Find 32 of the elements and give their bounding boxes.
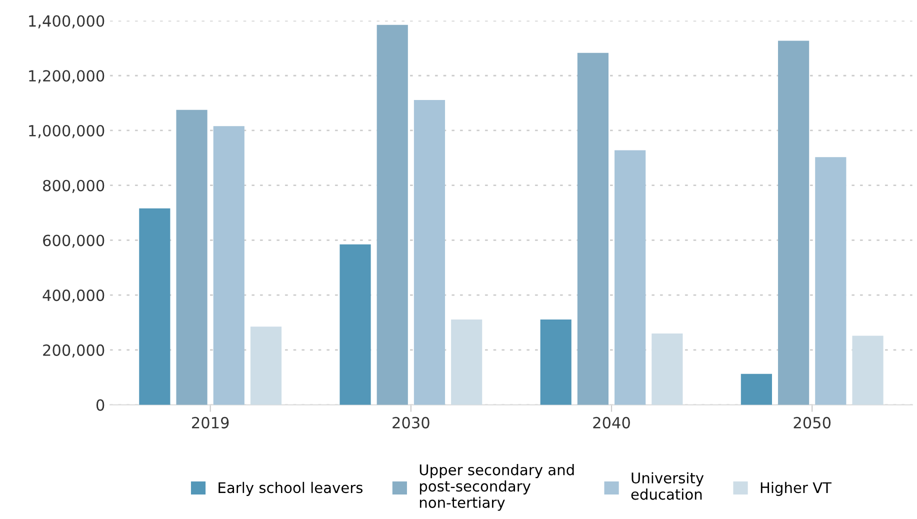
bar	[213, 126, 244, 405]
y-tick-label: 1,400,000	[29, 15, 104, 28]
bar	[577, 52, 609, 405]
y-tick-label: 200,000	[43, 344, 104, 358]
x-tick-label: 2040	[593, 416, 630, 428]
bar	[778, 40, 810, 405]
y-tick-label: 600,000	[43, 234, 104, 248]
bar	[414, 100, 446, 405]
bar	[451, 320, 482, 405]
bar	[250, 326, 282, 405]
x-tick-label: 2030	[392, 416, 430, 428]
bar	[652, 333, 683, 405]
bar	[852, 336, 884, 405]
bar	[614, 150, 646, 405]
x-tick-label: 2050	[794, 416, 831, 428]
y-tick-label: 1,000,000	[29, 124, 104, 138]
y-tick-label: 800,000	[43, 180, 104, 193]
y-tick-label: 1,200,000	[29, 70, 104, 84]
bar	[540, 320, 572, 405]
legend-label: Upper secondary and post-secondary non-tertiary	[420, 464, 574, 511]
x-tick-label: 2019	[192, 416, 229, 428]
legend-label: University education	[631, 472, 704, 500]
legend-label: Early school leavers	[218, 482, 363, 496]
bar	[740, 374, 772, 405]
bar	[176, 110, 208, 405]
y-tick-label: 400,000	[42, 290, 104, 303]
y-tick-label: 0	[96, 399, 104, 411]
bar	[376, 24, 408, 405]
legend-label: Higher VT	[760, 482, 832, 496]
bar	[340, 244, 371, 405]
bar	[139, 208, 170, 405]
bar	[815, 157, 846, 405]
